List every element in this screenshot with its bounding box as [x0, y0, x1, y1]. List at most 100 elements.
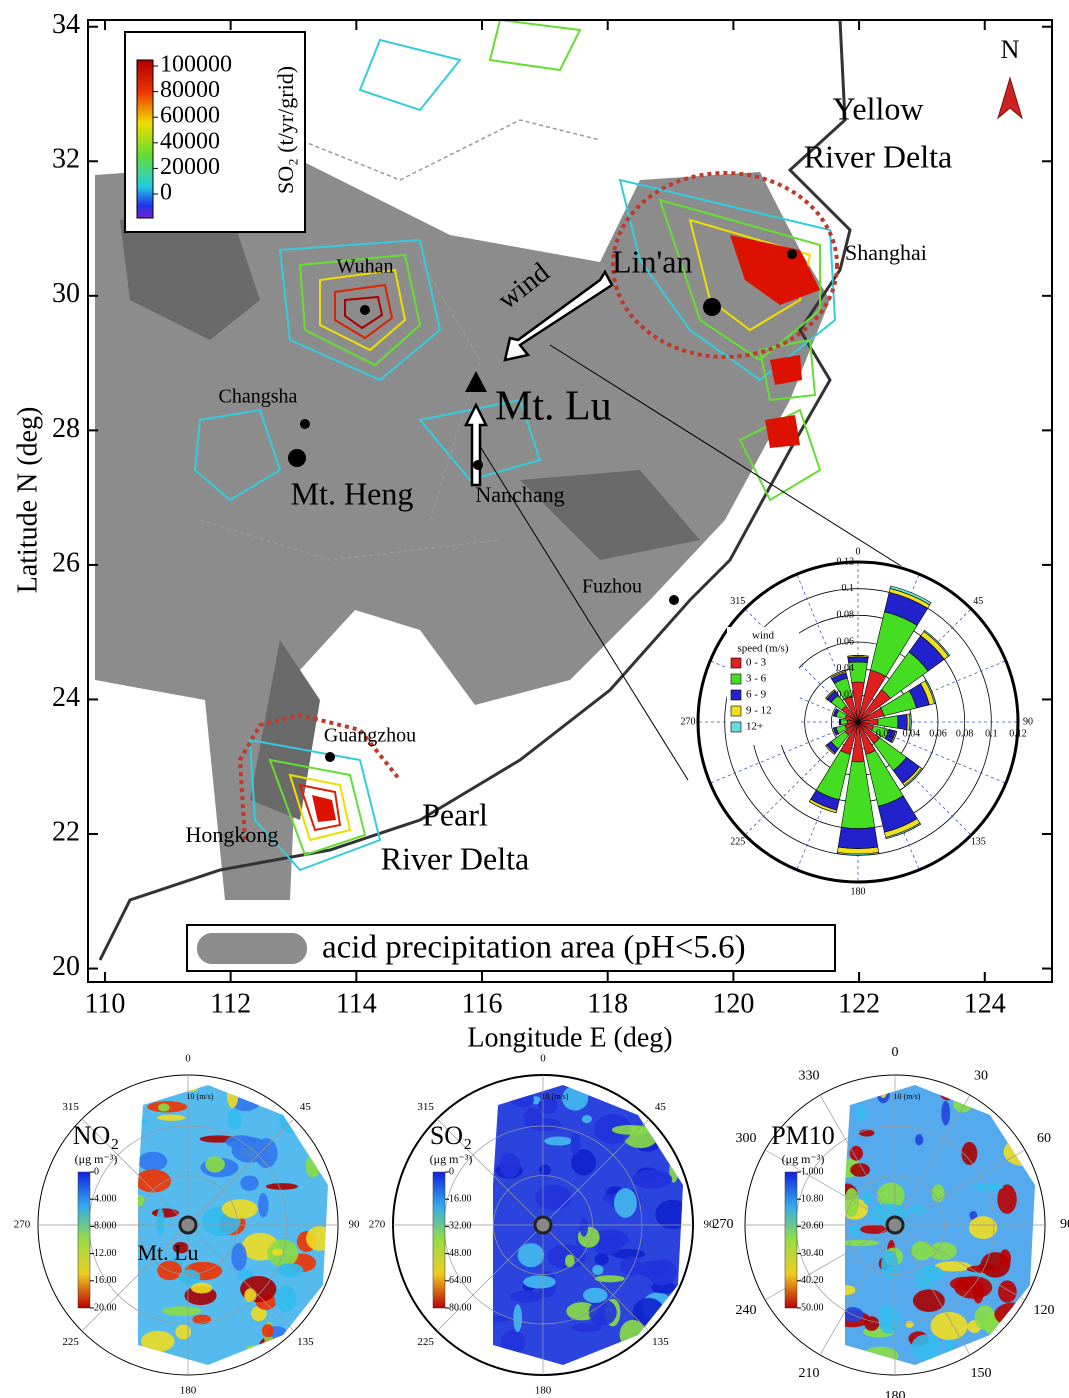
angle-label: 240	[736, 1303, 757, 1318]
place-label: Nanchang	[475, 482, 564, 507]
colorbar-tick-label: 60000	[160, 103, 220, 129]
x-tick-label: 116	[462, 988, 503, 1019]
blob	[999, 1249, 1011, 1267]
blob	[266, 1183, 298, 1190]
angle-label: 45	[300, 1101, 312, 1113]
rose-legend-title: wind	[752, 630, 775, 642]
blob	[911, 1334, 940, 1360]
x-tick-label: 114	[336, 988, 377, 1019]
polar-unit: (μg m⁻³)	[782, 1152, 825, 1166]
legend-label: 12+	[746, 721, 763, 733]
blob	[665, 1312, 695, 1332]
blob	[650, 1347, 667, 1358]
colorbar	[433, 1172, 445, 1308]
x-tick-label: 118	[587, 988, 628, 1019]
blob	[152, 1208, 179, 1217]
colorbar-tick-label: 80.00	[449, 1302, 472, 1313]
angle-label: 150	[971, 1366, 992, 1381]
blob	[571, 1134, 581, 1155]
colorbar-tick-label: 4.000	[94, 1193, 117, 1204]
r-tick-label: 0.12	[1009, 728, 1027, 739]
r-tick-label: 0.06	[929, 728, 947, 739]
blob	[614, 1188, 637, 1218]
colorbar-tick-label: 0	[160, 180, 172, 206]
legend-label: 0 - 3	[746, 657, 767, 669]
angle-label: 0	[185, 1053, 191, 1065]
blob	[544, 1137, 572, 1146]
blob	[589, 1299, 617, 1325]
colorbar-tick-label: 30.40	[801, 1248, 824, 1259]
speed-label: 10 (m/s)	[894, 1092, 921, 1101]
blob	[910, 1205, 927, 1215]
blob	[580, 1218, 588, 1237]
blob	[535, 1185, 572, 1210]
polar-title: PM10	[771, 1121, 835, 1150]
blob	[499, 1153, 520, 1177]
colorbar-tick-label: 50.00	[801, 1302, 824, 1313]
blob	[667, 1102, 681, 1109]
colorbar-tick-label: 16.00	[449, 1193, 472, 1204]
blob	[310, 1344, 342, 1360]
rose-legend-title: speed (m/s)	[737, 643, 788, 655]
r-tick-label: 0.1	[842, 583, 855, 594]
y-tick-label: 26	[52, 547, 80, 578]
x-tick-label: 122	[838, 988, 880, 1019]
legend-label: 6 - 9	[746, 689, 767, 701]
r-tick-label: 0.02	[876, 728, 894, 739]
angle-label: 60	[1037, 1131, 1051, 1146]
blob	[594, 1253, 608, 1265]
blob	[565, 1254, 575, 1267]
angle-label: 270	[713, 1217, 734, 1232]
blob	[878, 1304, 899, 1334]
r-tick-label: 0.1	[985, 728, 998, 739]
x-tick-label: 120	[712, 988, 754, 1019]
blob	[205, 1156, 225, 1172]
colorbar-tick-label: 80000	[160, 77, 220, 103]
blob	[227, 1109, 242, 1129]
place-label: Mt. Lu	[495, 384, 612, 430]
blob	[316, 1099, 337, 1113]
y-tick-label: 32	[52, 144, 80, 175]
r-tick-label: 0.02	[837, 690, 855, 701]
blob	[513, 1304, 522, 1332]
blob	[244, 1288, 256, 1302]
colorbar-tick-label: 32.00	[449, 1221, 472, 1232]
blob	[973, 1183, 1003, 1191]
angle-label: 180	[885, 1389, 906, 1398]
region-label: River Delta	[381, 840, 529, 876]
blob	[158, 1103, 169, 1111]
wind-rose: 0.020.020.040.040.060.060.080.080.10.10.…	[681, 546, 1034, 897]
blob	[272, 1249, 283, 1256]
angle-label: 30	[974, 1068, 988, 1083]
legend-label: 9 - 12	[746, 705, 772, 717]
blob	[539, 1165, 551, 1176]
blob	[231, 1243, 246, 1271]
site-marker	[535, 1217, 551, 1233]
y-tick-label: 34	[52, 9, 80, 40]
site-label: Mt. Lu	[137, 1240, 198, 1265]
angle-label: 315	[62, 1101, 79, 1113]
site-marker	[180, 1217, 196, 1233]
colorbar-title: SO₂ (t/yr/grid)	[273, 66, 298, 194]
colorbar-tick-label: 10.80	[801, 1193, 824, 1204]
angle-label: 315	[417, 1101, 434, 1113]
angle-label: 90	[1060, 1217, 1069, 1232]
y-tick-label: 30	[52, 278, 80, 309]
region-label: Pearl	[422, 796, 488, 832]
colorbar-tick-label: 64.00	[449, 1275, 472, 1286]
rose-petal	[838, 827, 878, 848]
colorbar-tick-label: 1.000	[801, 1166, 824, 1177]
angle-label: 45	[973, 596, 983, 607]
colorbar-tick-label: 20.60	[801, 1221, 824, 1232]
colorbar	[78, 1172, 90, 1308]
speed-label: 10 (m/s)	[542, 1092, 569, 1101]
blob	[138, 1152, 167, 1171]
place-label: Wuhan	[337, 256, 394, 278]
blob	[156, 1208, 164, 1236]
blob	[863, 1192, 872, 1205]
y-tick-label: 24	[52, 682, 80, 713]
place-label: Mt. Heng	[291, 475, 414, 511]
blob	[523, 1275, 556, 1288]
legend-label: 3 - 6	[746, 673, 767, 685]
